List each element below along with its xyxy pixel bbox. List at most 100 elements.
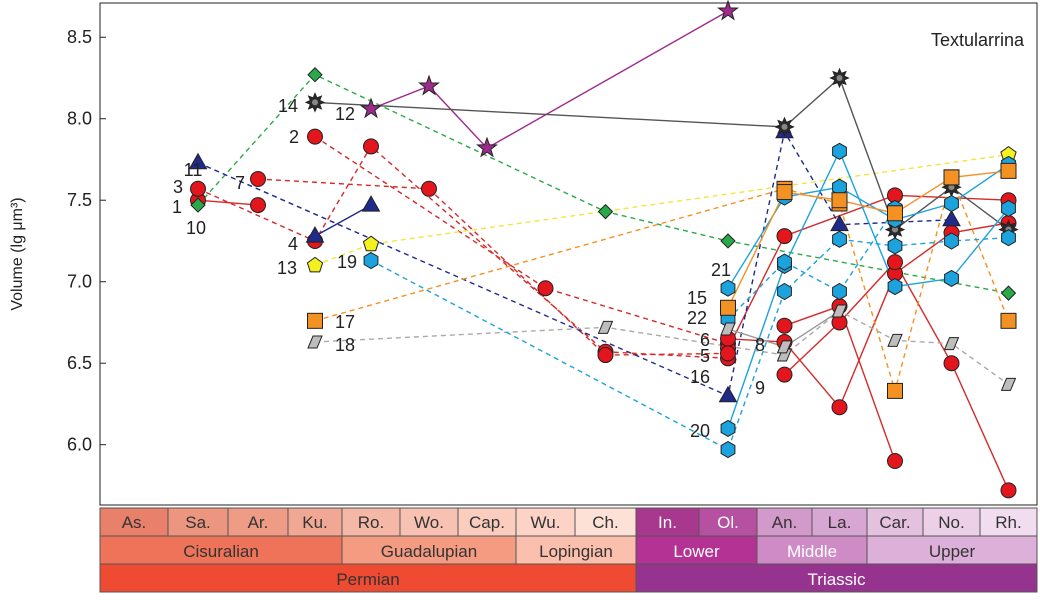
series-label: 12 xyxy=(335,104,355,124)
series-points-13 xyxy=(306,145,1017,273)
y-axis: 6.0 6.5 7.0 7.5 8.0 8.5 xyxy=(67,27,106,455)
marker-parallelogram xyxy=(831,304,848,318)
marker-triangle xyxy=(188,152,208,170)
marker-square xyxy=(831,192,848,209)
series-label: 11 xyxy=(184,160,203,180)
stage-label: Sa. xyxy=(185,513,211,532)
marker-parallelogram xyxy=(943,337,960,351)
epoch-label: Cisuralian xyxy=(183,542,259,561)
series-line-2 xyxy=(314,136,729,345)
marker-hexagon xyxy=(832,230,847,248)
stage-cell xyxy=(635,507,700,537)
marker-hexagon xyxy=(720,419,736,437)
marker-circle xyxy=(307,128,323,145)
stage-label: Ar. xyxy=(248,513,269,532)
marker-hexagon xyxy=(777,253,792,271)
series-line-20 xyxy=(727,208,896,320)
marker-star xyxy=(360,97,382,119)
series-line-13 xyxy=(314,153,1009,267)
marker-hexagon xyxy=(1001,199,1016,217)
period-cell xyxy=(99,563,637,593)
marker-circle xyxy=(421,180,437,197)
marker-circle xyxy=(831,399,848,416)
series-line-21 xyxy=(727,170,1009,309)
stage-label: No. xyxy=(938,513,964,532)
marker-circle xyxy=(720,345,736,362)
stage-label: An. xyxy=(772,513,798,532)
stage-cell xyxy=(922,507,981,537)
series-points-22 xyxy=(720,304,848,354)
stage-cell xyxy=(227,507,289,537)
marker-triangle xyxy=(305,226,325,243)
marker-pentagon xyxy=(306,256,324,273)
series-line-4 xyxy=(314,204,372,237)
epoch-cell xyxy=(99,535,343,565)
stage-label: Ch. xyxy=(592,513,618,532)
marker-triangle xyxy=(361,195,381,212)
marker-diamond xyxy=(597,203,614,220)
stage-cell xyxy=(979,507,1038,537)
marker-circle xyxy=(776,228,793,245)
epoch-cell xyxy=(866,535,1038,565)
series-label: 1 xyxy=(172,197,182,217)
marker-diamond xyxy=(307,67,323,83)
marker-circle xyxy=(943,355,960,372)
marker-hexagon xyxy=(363,251,379,270)
marker-circle xyxy=(250,171,266,188)
marker-burst-core xyxy=(948,184,955,191)
stage-label: In. xyxy=(658,513,677,532)
epoch-label: Upper xyxy=(929,542,976,561)
series-label: 5 xyxy=(700,346,710,366)
series-label: 20 xyxy=(690,421,710,441)
series-points-12 xyxy=(360,0,739,158)
marker-star xyxy=(717,0,739,21)
marker-circle xyxy=(776,366,793,383)
marker-hexagon xyxy=(944,269,959,287)
marker-square xyxy=(307,312,323,329)
series-label: 18 xyxy=(335,335,355,355)
marker-triangle xyxy=(830,214,849,232)
marker-square xyxy=(887,205,903,222)
time-scale: As. Sa. Ar. Ku. Ro. Wo. Cap. Wu. Ch. In. Ol. An. La.… xyxy=(99,507,1038,593)
y-tick-label: 7.0 xyxy=(67,272,92,292)
marker-burst-core xyxy=(836,74,843,81)
marker-diamond xyxy=(190,197,206,213)
stage-cell xyxy=(811,507,868,537)
series-points-4 xyxy=(305,195,381,243)
series-label: 4 xyxy=(288,234,298,254)
marker-hexagon xyxy=(832,282,847,301)
series-label: 21 xyxy=(711,260,731,280)
marker-circle xyxy=(250,197,266,214)
marker-hexagon xyxy=(777,282,792,301)
stage-label: Rh. xyxy=(995,513,1021,532)
y-tick-label: 6.0 xyxy=(67,435,92,455)
marker-circle xyxy=(776,317,793,334)
stage-cell xyxy=(167,507,229,537)
series-label: 19 xyxy=(337,252,357,272)
marker-parallelogram xyxy=(776,340,793,354)
stage-label: Wu. xyxy=(531,513,561,532)
stage-label: Ro. xyxy=(358,513,384,532)
stage-label: As. xyxy=(122,513,147,532)
marker-burst-core xyxy=(892,226,898,233)
epoch-label: Lopingian xyxy=(539,542,613,561)
series-label: 2 xyxy=(289,127,299,147)
marker-hexagon xyxy=(720,279,736,297)
marker-parallelogram xyxy=(1000,377,1017,391)
series-label: 15 xyxy=(687,288,707,308)
epoch-label: Middle xyxy=(787,542,837,561)
series-line-7 xyxy=(257,178,729,356)
epoch-cell xyxy=(756,535,868,565)
series-label: 22 xyxy=(687,308,707,328)
marker-circle xyxy=(190,180,206,197)
epoch-label: Lower xyxy=(673,542,720,561)
series-label: 17 xyxy=(335,312,355,332)
series-label: 16 xyxy=(690,367,710,387)
marker-circle xyxy=(887,452,903,469)
marker-triangle xyxy=(718,385,738,403)
stage-cell xyxy=(866,507,924,537)
chart-title: Textularrina xyxy=(931,30,1025,50)
marker-hexagon xyxy=(887,278,903,296)
